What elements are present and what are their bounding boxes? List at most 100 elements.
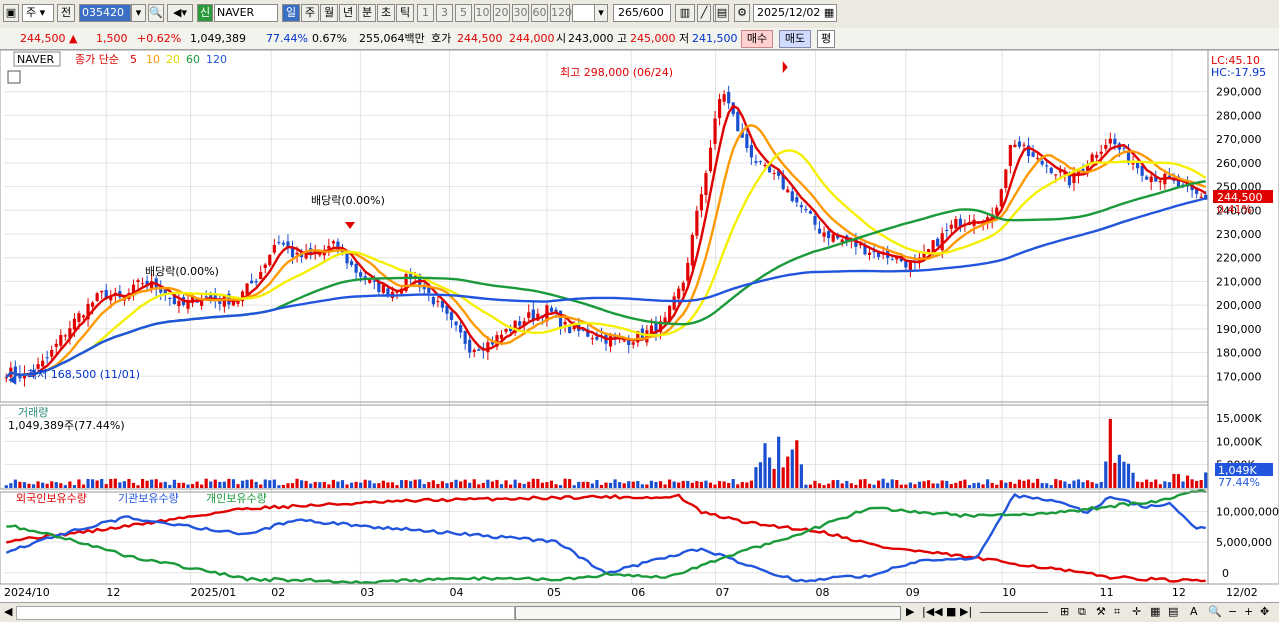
ruler-icon[interactable]: ⌗ (1114, 605, 1121, 618)
volume-bar (699, 481, 704, 488)
interval-10[interactable]: 10 (474, 4, 491, 22)
volume-bar (722, 481, 726, 488)
candle-body (459, 325, 463, 333)
candle-body (245, 283, 249, 295)
x-tick-label: 12 (106, 586, 120, 599)
tab-minute[interactable]: 분 (358, 4, 376, 22)
candle-body (1158, 180, 1162, 183)
code-input[interactable]: 035420 (79, 4, 131, 22)
candle-body (1090, 154, 1094, 163)
zoom-out-icon[interactable]: − (1228, 605, 1238, 618)
scroll-left-icon[interactable]: ◀ (4, 605, 13, 618)
candle-body (704, 173, 708, 196)
volume-bar (390, 482, 395, 488)
volume-bar (381, 480, 385, 488)
tab-week[interactable]: 주 (301, 4, 319, 22)
foreign-holding-line (6, 493, 1206, 583)
volume-bar (236, 484, 240, 488)
chart-type-icon[interactable]: ▥ (675, 4, 695, 22)
candle-body (1149, 176, 1153, 182)
prev-button[interactable]: 전 (57, 4, 75, 22)
interval-20[interactable]: 20 (493, 4, 510, 22)
candle-body (449, 312, 454, 320)
chart-area[interactable]: 290,000 280,000 270,000 260,000 250,000 240,0… (0, 49, 1279, 602)
grid-icon[interactable]: ▦ (1150, 605, 1161, 618)
interval-60[interactable]: 60 (531, 4, 548, 22)
volume-bar (540, 482, 544, 488)
x-tick-label: 11 (1100, 586, 1114, 599)
candle-body (331, 241, 335, 244)
text-icon[interactable]: A (1190, 605, 1198, 618)
zoom-slider[interactable] (980, 612, 1048, 613)
interval-5[interactable]: 5 (455, 4, 472, 22)
buy-button[interactable]: 매수 (741, 30, 773, 48)
candle-body (699, 194, 704, 211)
quote-bar: 244,500 ▲ 1,500 +0.62% 1,049,389 77.44% … (0, 28, 1279, 50)
chart-icon[interactable]: ▤ (1168, 605, 1179, 618)
gear-icon[interactable]: ⚙ (734, 4, 750, 22)
zoom-in-icon[interactable]: + (1244, 605, 1254, 618)
crosshair-icon[interactable]: ✛ (1132, 605, 1142, 618)
chart-canvas[interactable]: 290,000280,000270,000260,000250,000240,0… (0, 49, 1279, 602)
volume-bar (631, 481, 635, 488)
legend-foreign: 외국인보유수량 (16, 492, 87, 505)
volume-bar (77, 479, 81, 488)
tab-month[interactable]: 월 (320, 4, 338, 22)
scroll-thumb[interactable] (515, 606, 901, 620)
price-tick-label: 200,000 (1216, 299, 1262, 312)
sell-button[interactable]: 매도 (779, 30, 811, 48)
ma120-line (5, 197, 1206, 379)
zoom-icon[interactable]: 🔍 (1208, 605, 1222, 618)
candle-body (445, 305, 449, 314)
layout-icon[interactable]: ⊞ (1060, 605, 1070, 618)
save-icon[interactable]: ▤ (715, 4, 729, 22)
date-field[interactable]: 2025/12/02 ▦ (753, 4, 837, 22)
tab-second[interactable]: 초 (377, 4, 395, 22)
tool-icon[interactable]: ⚒ (1096, 605, 1106, 618)
volume-bar (413, 479, 417, 488)
tab-tick[interactable]: 틱 (396, 4, 414, 22)
speaker-icon[interactable]: ◀▾ (167, 4, 193, 22)
interval-3[interactable]: 3 (436, 4, 453, 22)
first-icon[interactable]: |◀◀ (922, 605, 943, 618)
count-field[interactable]: 265/600 (613, 4, 671, 22)
interval-1[interactable]: 1 (417, 4, 434, 22)
scroll-track[interactable] (16, 606, 515, 620)
volume-bar (527, 481, 531, 488)
stop-icon[interactable]: ■ (946, 605, 957, 618)
volume-bar (109, 479, 113, 488)
candle-body (568, 325, 572, 334)
eval-button[interactable]: 평 (817, 30, 835, 48)
interval-120[interactable]: 120 (550, 4, 572, 22)
next-icon[interactable]: ▶| (960, 605, 973, 618)
holding-lines (5, 488, 1207, 585)
market-select[interactable]: 주 ▾ (22, 4, 54, 22)
volume-bar (831, 480, 835, 488)
candle-body (790, 191, 794, 202)
volume-bar (472, 479, 476, 488)
copy-icon[interactable]: ⧉ (1078, 605, 1086, 618)
volume-bar (640, 484, 644, 488)
draw-icon[interactable]: ╱ (697, 4, 711, 22)
volume-bar (967, 485, 972, 488)
candle-body (713, 118, 717, 144)
volume-bar (1176, 474, 1181, 488)
interval-30[interactable]: 30 (512, 4, 529, 22)
move-icon[interactable]: ✥ (1260, 605, 1270, 618)
search-icon[interactable]: 🔍 (148, 4, 164, 22)
volume-bar (159, 482, 163, 488)
interval-dropdown[interactable]: ▾ (594, 4, 608, 22)
scroll-right-icon[interactable]: ▶ (906, 605, 915, 618)
menu-icon[interactable]: ▣ (3, 4, 19, 22)
volume-bar (136, 485, 140, 488)
hc-label: HC:-17.95 (1211, 66, 1266, 79)
candle-body (413, 275, 417, 277)
volume-bar (254, 481, 258, 488)
candle-body (472, 349, 476, 352)
candle-body (209, 294, 213, 299)
tab-year[interactable]: 년 (339, 4, 357, 22)
grid-toggle-icon[interactable] (7, 70, 21, 84)
tab-day[interactable]: 일 (282, 4, 300, 22)
code-dropdown[interactable]: ▾ (131, 4, 146, 22)
candle-body (150, 281, 154, 289)
